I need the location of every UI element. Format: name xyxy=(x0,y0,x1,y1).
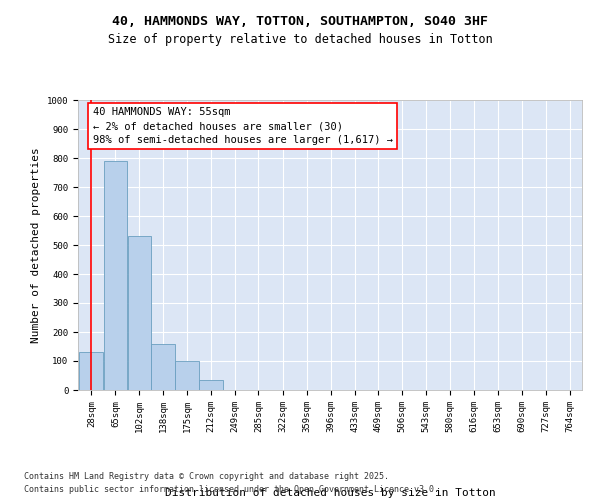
Bar xyxy=(79,352,103,390)
Text: Contains HM Land Registry data © Crown copyright and database right 2025.: Contains HM Land Registry data © Crown c… xyxy=(24,472,389,481)
Bar xyxy=(151,344,175,390)
Text: Size of property relative to detached houses in Totton: Size of property relative to detached ho… xyxy=(107,32,493,46)
Bar xyxy=(104,161,127,390)
Text: 40, HAMMONDS WAY, TOTTON, SOUTHAMPTON, SO40 3HF: 40, HAMMONDS WAY, TOTTON, SOUTHAMPTON, S… xyxy=(112,15,488,28)
X-axis label: Distribution of detached houses by size in Totton: Distribution of detached houses by size … xyxy=(164,488,496,498)
Bar xyxy=(175,361,199,390)
Text: 40 HAMMONDS WAY: 55sqm
← 2% of detached houses are smaller (30)
98% of semi-deta: 40 HAMMONDS WAY: 55sqm ← 2% of detached … xyxy=(92,108,392,146)
Bar xyxy=(128,236,151,390)
Text: Contains public sector information licensed under the Open Government Licence v3: Contains public sector information licen… xyxy=(24,485,439,494)
Bar xyxy=(199,380,223,390)
Y-axis label: Number of detached properties: Number of detached properties xyxy=(31,147,41,343)
